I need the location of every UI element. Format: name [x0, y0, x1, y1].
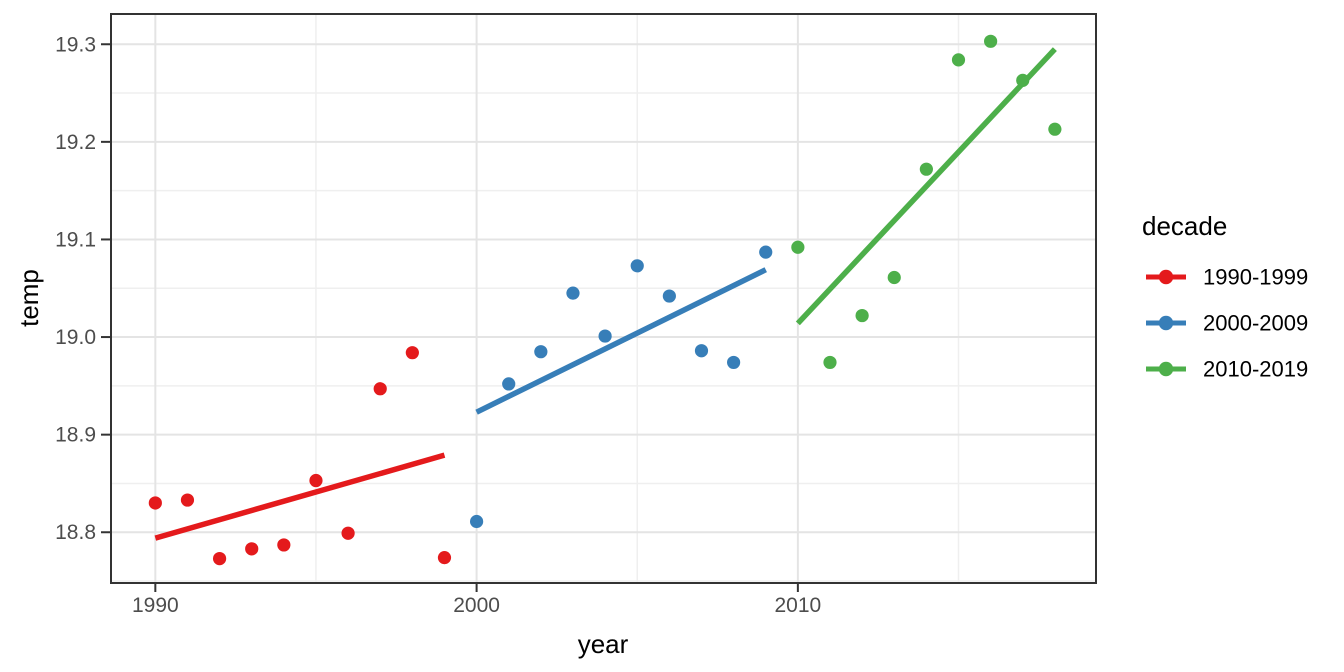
minor-gridlines: [111, 14, 1096, 583]
data-point: [245, 542, 259, 556]
data-point: [341, 526, 355, 540]
data-point: [694, 344, 709, 358]
data-point: [534, 345, 548, 359]
trend-line: [795, 47, 1057, 326]
data-point: [630, 259, 644, 273]
x-tick-label: 1990: [132, 594, 179, 617]
data-point: [662, 289, 676, 303]
data-point: [405, 346, 419, 360]
legend-label: 1990-1999: [1203, 265, 1308, 290]
legend-key-point: [1158, 315, 1174, 331]
y-tick-label: 19.1: [55, 228, 96, 251]
data-point: [984, 34, 998, 48]
data-point: [1048, 122, 1062, 136]
data-point: [148, 496, 162, 510]
trend-line: [154, 452, 446, 541]
legend-entry: 1990-1999: [1146, 265, 1308, 290]
data-point: [759, 245, 773, 259]
data-point: [373, 382, 387, 396]
trend-line: [475, 267, 767, 415]
data-point: [180, 493, 195, 507]
y-tick-label: 19.2: [55, 131, 96, 154]
trend-lines-layer: [154, 47, 1057, 541]
data-point: [470, 514, 484, 529]
data-point: [598, 329, 612, 343]
major-gridlines: [111, 14, 1096, 583]
legend: 1990-1999 2000-2009 2010-2019: [1146, 265, 1308, 382]
data-point: [566, 286, 580, 300]
data-point: [727, 355, 741, 370]
legend-entry: 2000-2009: [1146, 311, 1308, 336]
axis-tick-labels: 1990 2000 2010 18.8 18.9 19.0 19.1 19.2 19.3: [55, 33, 821, 617]
data-point: [887, 270, 901, 285]
panel-border: [110, 13, 1097, 584]
legend-title: decade: [1142, 211, 1227, 241]
y-tick-label: 18.9: [55, 424, 96, 447]
data-point: [919, 162, 933, 176]
data-point: [437, 551, 452, 565]
y-tick-label: 18.8: [55, 521, 96, 544]
data-point: [951, 53, 966, 67]
x-tick-label: 2000: [453, 594, 500, 617]
y-axis-title: temp: [14, 269, 44, 327]
data-point: [212, 552, 227, 566]
data-point: [855, 308, 869, 323]
data-point: [791, 240, 805, 254]
data-point: [309, 473, 323, 488]
legend-label: 2000-2009: [1203, 311, 1308, 336]
legend-label: 2010-2019: [1203, 357, 1308, 382]
axis-tick-marks: [101, 43, 799, 592]
data-point: [277, 538, 291, 552]
legend-entry: 2010-2019: [1146, 357, 1308, 382]
x-axis-title: year: [578, 629, 629, 659]
x-tick-label: 2010: [775, 594, 822, 617]
legend-key-point: [1158, 361, 1174, 377]
data-point: [502, 377, 516, 391]
y-tick-label: 19.0: [55, 326, 96, 349]
data-point: [823, 355, 837, 370]
y-tick-label: 19.3: [55, 33, 96, 56]
legend-key-point: [1158, 269, 1174, 285]
data-points-layer: [148, 34, 1062, 566]
